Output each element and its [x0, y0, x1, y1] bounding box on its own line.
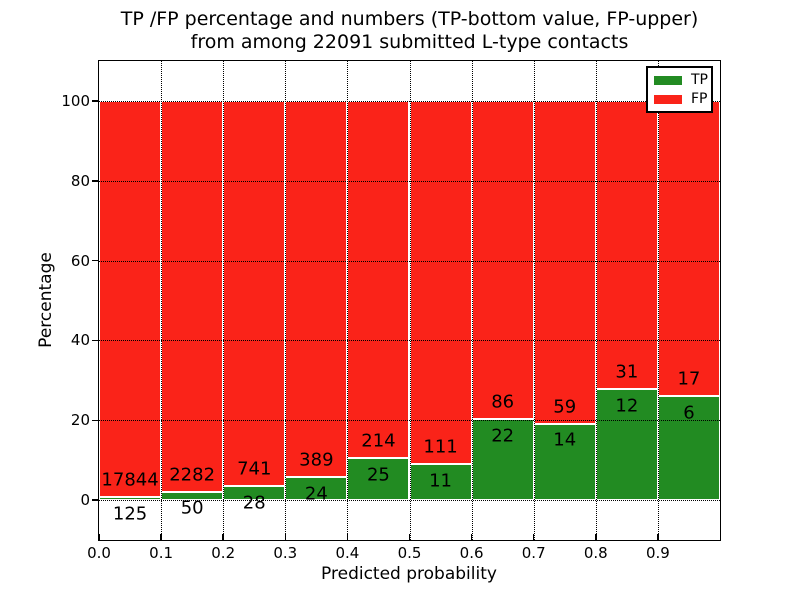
y-tick-80 — [92, 180, 99, 182]
fp-bar-segment — [595, 100, 658, 389]
x-tick-label-0.3: 0.3 — [273, 544, 298, 562]
fp-count-label: 2282 — [169, 464, 216, 486]
fp-count-label: 59 — [553, 396, 577, 418]
x-tick-label-0.5: 0.5 — [397, 544, 422, 562]
x-tick-label-0.9: 0.9 — [645, 544, 670, 562]
y-tick-20 — [92, 419, 99, 421]
x-tick-label-0.0: 0.0 — [87, 544, 111, 562]
v-gridline-0.8 — [595, 61, 597, 540]
chart-title-line2: from among 22091 submitted L-type contac… — [190, 31, 629, 53]
y-tick-label-80: 80 — [70, 171, 90, 190]
v-gridline-0.7 — [533, 61, 535, 540]
v-gridline-0.5 — [409, 61, 411, 540]
tp-count-label: 12 — [615, 395, 639, 417]
tp-legend-label: TP — [691, 72, 708, 88]
tp-bar-segment — [533, 423, 596, 501]
legend: TP FP — [646, 66, 713, 113]
x-tick-label-0.4: 0.4 — [335, 544, 360, 562]
tp-bar-segment — [657, 395, 720, 501]
tp-bar-segment — [99, 497, 162, 501]
tp-count-label: 6 — [683, 402, 695, 424]
chart-title: TP /FP percentage and numbers (TP-bottom… — [99, 8, 720, 54]
fp-count-label: 389 — [299, 449, 334, 471]
v-gridline-0.4 — [347, 61, 349, 540]
tp-count-label: 28 — [242, 492, 266, 513]
tp-count-label: 14 — [553, 429, 577, 451]
v-gridline-0.1 — [161, 61, 163, 540]
x-tick-label-0.8: 0.8 — [583, 544, 608, 562]
fp-bar-segment — [657, 100, 720, 396]
legend-entry-tp: TP — [654, 72, 708, 88]
tp-count-label: 22 — [491, 425, 515, 447]
tp-bar-segment — [409, 464, 472, 501]
fp-count-label: 111 — [423, 436, 458, 458]
y-tick-60 — [92, 259, 99, 262]
fp-bar-segment — [533, 100, 596, 424]
tp-bar-segment — [471, 418, 534, 501]
y-tick-label-100: 100 — [61, 91, 90, 110]
fp-count-label: 741 — [237, 458, 272, 480]
fp-legend-label: FP — [691, 91, 708, 107]
y-tick-0 — [92, 499, 99, 501]
v-gridline-0.3 — [285, 61, 287, 540]
plot-area: 17844 125 2282 50 741 28 389 24 214 25 111 11 86 22 59… — [98, 60, 721, 541]
fp-count-label: 31 — [615, 361, 639, 383]
x-tick-label-0.7: 0.7 — [521, 544, 546, 562]
y-tick-label-0: 0 — [80, 491, 90, 510]
y-tick-label-60: 60 — [70, 251, 90, 270]
fp-bar-segment — [223, 100, 286, 486]
v-gridline-0.6 — [471, 61, 473, 540]
tp-count-label: 11 — [429, 470, 452, 492]
tp-count-label: 50 — [180, 497, 204, 519]
x-tick-label-0.1: 0.1 — [149, 544, 174, 562]
fp-color-swatch — [654, 94, 682, 104]
tp-count-label: 125 — [112, 503, 148, 525]
fp-bar-segment — [161, 100, 224, 492]
fp-count-label: 214 — [361, 430, 396, 452]
y-tick-label-40: 40 — [70, 331, 90, 350]
tp-bar-segment — [595, 388, 658, 501]
fp-count-label: 17 — [677, 368, 701, 390]
y-tick-100 — [92, 100, 99, 102]
chart-title-line1: TP /FP percentage and numbers (TP-bottom… — [120, 8, 699, 30]
v-gridline-0.2 — [223, 61, 225, 540]
fp-count-label: 17844 — [101, 469, 159, 491]
legend-entry-fp: FP — [654, 91, 708, 107]
fp-bar-segment — [99, 100, 162, 498]
y-axis-label: Percentage — [36, 252, 56, 348]
y-tick-40 — [92, 339, 99, 342]
tp-color-swatch — [654, 75, 682, 85]
tp-count-label: 25 — [366, 464, 390, 486]
y-tick-label-20: 20 — [70, 411, 90, 430]
v-gridline-0.9 — [657, 61, 659, 540]
fp-bar-segment — [409, 100, 472, 465]
tp-count-label: 24 — [304, 483, 328, 505]
x-tick-label-0.2: 0.2 — [211, 544, 236, 562]
x-axis-label: Predicted probability — [321, 564, 497, 584]
fp-count-label: 86 — [491, 391, 515, 413]
fp-bar-segment — [347, 100, 410, 459]
x-tick-label-0.6: 0.6 — [459, 544, 484, 562]
